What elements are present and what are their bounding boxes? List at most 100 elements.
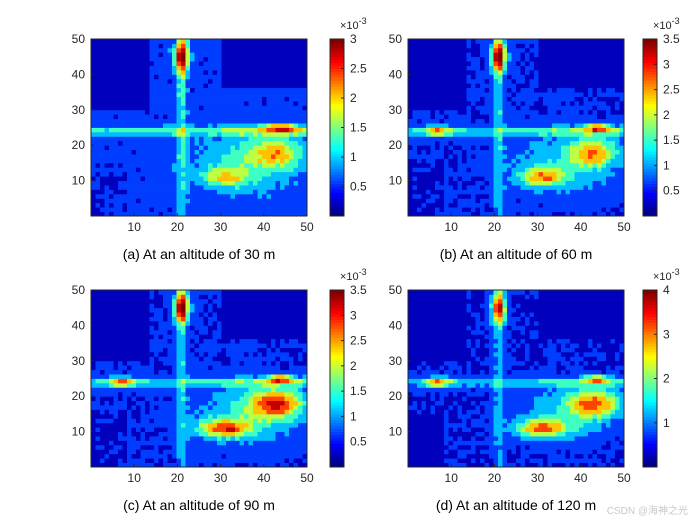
heat-cell <box>480 43 485 49</box>
heat-cell <box>100 100 105 106</box>
heat-cell <box>244 189 249 195</box>
heat-cell <box>543 87 548 93</box>
heat-cell <box>289 52 294 58</box>
heat-cell <box>239 105 245 111</box>
heat-cell <box>113 154 119 159</box>
heat-cell <box>471 105 476 111</box>
heat-cell <box>471 211 476 217</box>
heat-cell <box>145 356 150 362</box>
heat-cell <box>430 87 436 93</box>
heat-cell <box>552 202 557 208</box>
heat-cell <box>122 176 128 182</box>
heat-cell <box>167 105 173 111</box>
heat-cell <box>235 167 240 173</box>
heat-cell <box>127 83 132 89</box>
heat-cell <box>167 193 173 199</box>
heat-cell <box>556 100 562 106</box>
heat-cell <box>601 149 607 155</box>
heat-cell <box>561 211 566 217</box>
heat-cell <box>118 176 123 182</box>
heat-cell <box>556 207 562 212</box>
heat-cell <box>426 154 431 159</box>
heat-cell <box>271 193 276 199</box>
heat-cell <box>462 69 467 75</box>
heat-cell <box>462 92 467 97</box>
heat-cell <box>131 449 137 455</box>
heat-cell <box>113 109 119 115</box>
heat-cell <box>588 145 593 151</box>
heat-cell <box>199 185 204 190</box>
heat-cell <box>289 158 294 164</box>
heat-cell <box>520 162 526 168</box>
heat-cell <box>601 43 607 49</box>
heat-cell <box>257 65 263 71</box>
heat-cell <box>561 149 566 155</box>
heat-cell <box>113 83 119 89</box>
heat-cell <box>435 211 440 217</box>
heat-cell <box>154 382 159 388</box>
heat-cell <box>212 127 218 133</box>
heat-cell <box>588 198 593 204</box>
heat-cell <box>538 158 544 164</box>
heat-cell <box>266 149 272 155</box>
heat-cell <box>91 374 96 379</box>
heat-cell <box>199 140 204 146</box>
heat-cell <box>552 180 557 186</box>
heat-cell <box>529 176 535 182</box>
colorbar-step <box>330 195 344 199</box>
heat-cell <box>248 131 254 137</box>
heat-cell <box>104 61 110 66</box>
heat-cell <box>583 87 589 93</box>
colorbar-step <box>643 106 657 111</box>
heat-cell <box>122 171 128 177</box>
heat-cell <box>502 39 508 44</box>
heat-cell <box>266 154 272 159</box>
x-tick-label: 40 <box>257 220 271 234</box>
heat-cell <box>230 207 236 212</box>
heat-cell <box>149 449 155 455</box>
heat-cell <box>158 61 164 66</box>
colorbar-step <box>330 118 344 122</box>
heat-cell <box>217 118 222 124</box>
heat-cell <box>574 202 580 208</box>
heat-cell <box>190 427 195 433</box>
heat-cell <box>113 145 119 151</box>
heat-cell <box>167 453 173 459</box>
heat-cell <box>194 189 200 195</box>
heat-cell <box>588 202 593 208</box>
heat-cell <box>199 118 204 124</box>
heat-cell <box>172 356 177 362</box>
heat-cell <box>520 145 526 151</box>
heat-cell <box>95 56 101 62</box>
heat-cell <box>181 140 186 146</box>
heat-cell <box>122 343 128 348</box>
heat-cell <box>145 96 150 102</box>
heat-cell <box>208 96 213 102</box>
heat-cell <box>239 189 245 195</box>
heat-cell <box>597 158 602 164</box>
heat-cell <box>109 316 114 322</box>
heat-cell <box>181 431 186 437</box>
heat-cell <box>417 92 422 97</box>
heat-cell <box>194 167 200 173</box>
heat-cell <box>262 109 267 115</box>
heat-cell <box>185 39 191 44</box>
heat-cell <box>257 87 263 93</box>
heat-cell <box>136 347 141 353</box>
heat-cell <box>248 193 254 199</box>
heat-cell <box>158 307 164 313</box>
heat-cell <box>91 47 96 53</box>
heat-cell <box>289 39 294 44</box>
heat-cell <box>601 189 607 195</box>
heat-cell <box>122 312 128 317</box>
heat-cell <box>412 78 418 84</box>
heat-cell <box>493 127 499 133</box>
colorbar-frame <box>642 38 658 217</box>
heat-cell <box>145 145 150 151</box>
heat-cell <box>435 162 440 168</box>
heat-cell <box>185 338 191 344</box>
heat-cell <box>203 154 209 159</box>
heat-cell <box>421 171 427 177</box>
heat-cell <box>538 118 544 124</box>
heat-cell <box>302 171 308 177</box>
